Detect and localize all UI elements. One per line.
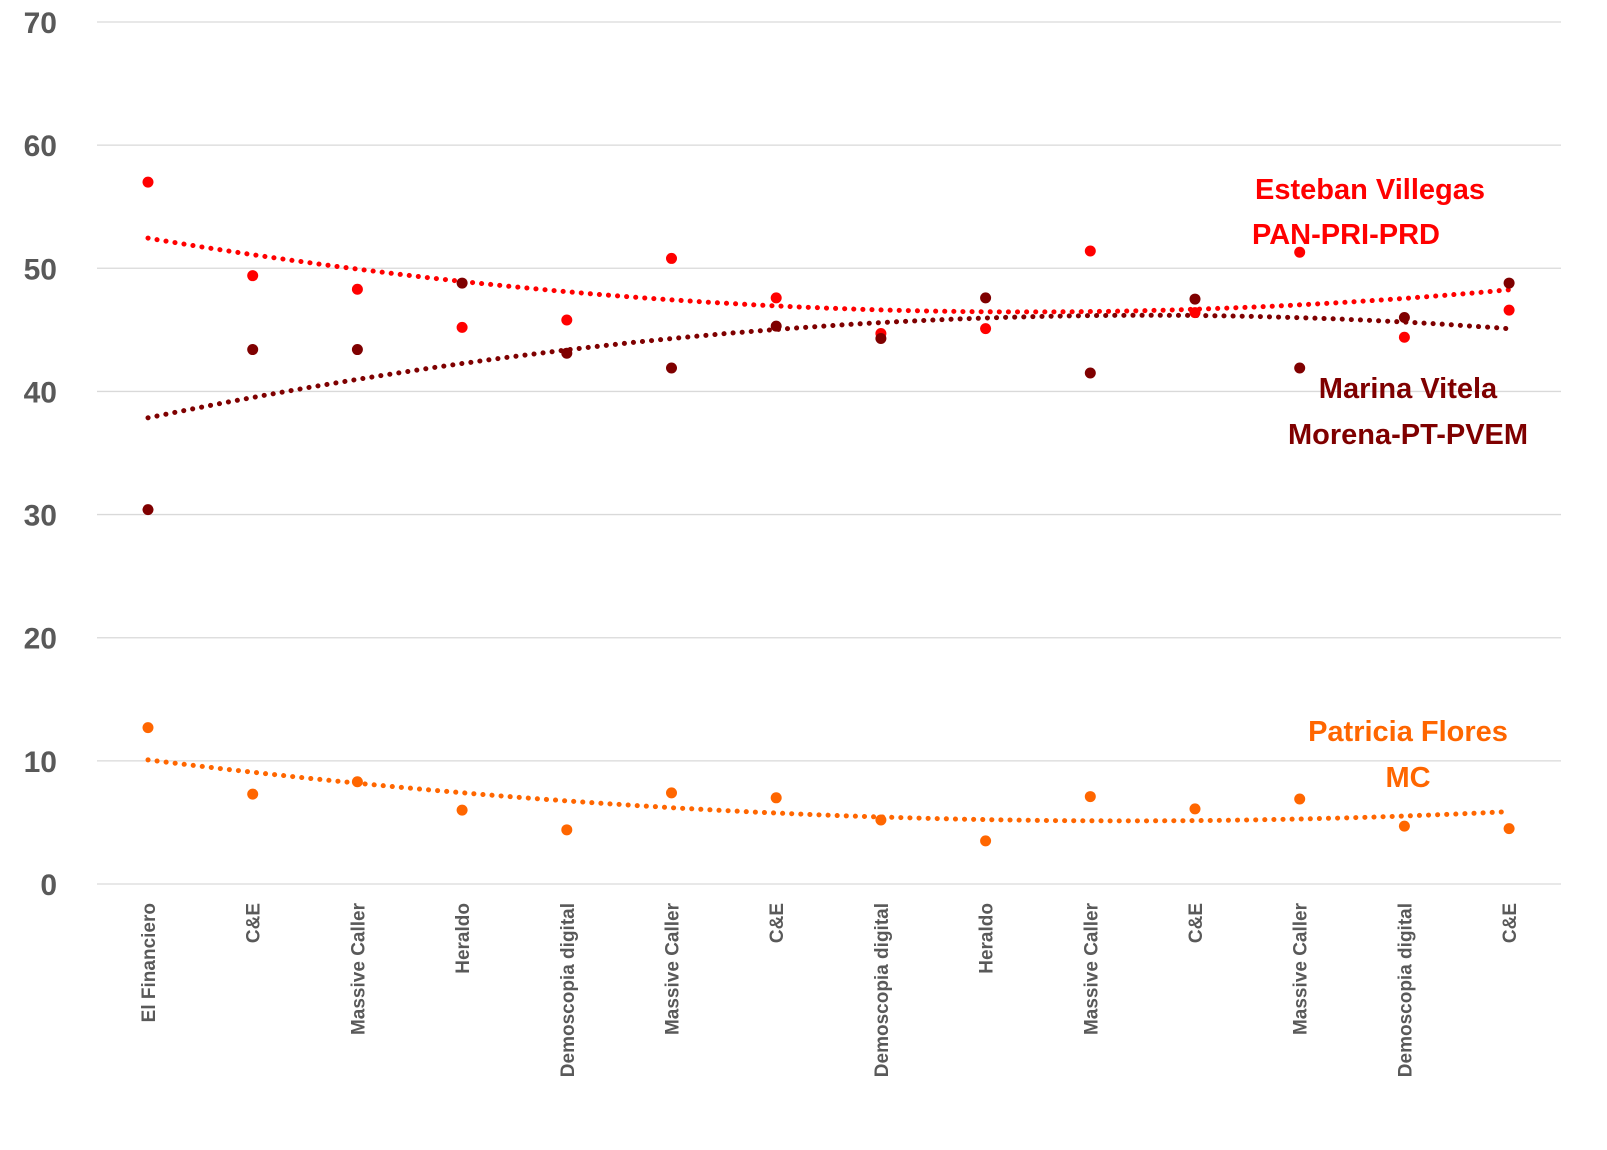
data-point — [456, 277, 468, 289]
data-point — [1189, 293, 1201, 305]
data-point — [1294, 362, 1306, 374]
x-tick-label: Demoscopia digital — [558, 903, 579, 1077]
x-tick-label: C&E — [1186, 903, 1207, 943]
data-point — [561, 824, 573, 836]
data-point — [980, 835, 992, 847]
data-point — [1189, 307, 1201, 319]
data-point — [1503, 277, 1515, 289]
x-tick-label: Demoscopia digital — [1395, 903, 1416, 1077]
data-points — [142, 176, 1515, 847]
trendline-series-2 — [145, 757, 1512, 824]
x-tick-label: Heraldo — [453, 903, 474, 974]
x-tick-label: Massive Caller — [348, 902, 369, 1035]
data-point — [666, 362, 677, 374]
data-point — [1398, 312, 1410, 324]
x-axis-ticks: El Financiero C&E Massive Caller Heraldo Dem… — [139, 902, 1521, 1077]
data-point — [1084, 245, 1096, 257]
data-point — [247, 788, 259, 800]
trendlines — [145, 235, 1512, 824]
data-point — [770, 792, 782, 804]
data-point — [561, 314, 573, 326]
series-label-esteban-villegas-line1: Esteban Villegas — [1255, 174, 1485, 206]
data-point — [875, 814, 887, 826]
x-tick-label: C&E — [1500, 903, 1521, 943]
x-tick-label: Massive Caller — [1291, 902, 1312, 1035]
data-point — [1294, 246, 1306, 258]
x-tick-label: El Financiero — [139, 903, 160, 1022]
data-point — [247, 344, 259, 356]
x-tick-label: Heraldo — [977, 903, 998, 974]
data-point — [1398, 820, 1410, 832]
y-tick-label-70: 70 — [24, 7, 57, 40]
x-tick-label: Massive Caller — [1081, 902, 1102, 1035]
series-label-patricia-flores-line1: Patricia Flores — [1308, 716, 1508, 748]
y-tick-label-50: 50 — [24, 253, 57, 286]
series-label-marina-vitela-line2: Morena-PT-PVEM — [1288, 419, 1528, 451]
y-tick-label-40: 40 — [24, 376, 57, 409]
data-point — [770, 320, 782, 332]
data-point — [1084, 791, 1096, 803]
data-point — [142, 722, 154, 734]
trendline-series-0 — [145, 235, 1512, 315]
data-point — [1294, 793, 1306, 805]
data-point — [875, 332, 887, 344]
data-point — [770, 292, 782, 304]
data-point — [351, 344, 363, 356]
data-point — [142, 176, 154, 188]
y-axis-ticks: 0 10 20 30 40 50 60 70 — [24, 7, 57, 902]
x-tick-label: C&E — [767, 903, 788, 943]
series-label-esteban-villegas-line2: PAN-PRI-PRD — [1252, 219, 1440, 251]
data-point — [1398, 331, 1410, 343]
data-point — [1503, 823, 1515, 835]
data-point — [980, 323, 992, 335]
data-point — [456, 321, 468, 333]
data-point — [980, 292, 992, 304]
grid-lines — [97, 21, 1561, 885]
y-tick-label-20: 20 — [24, 623, 57, 656]
data-point — [666, 787, 677, 799]
y-tick-label-0: 0 — [40, 869, 57, 902]
x-tick-label: C&E — [244, 903, 265, 943]
data-point — [247, 270, 259, 282]
y-tick-label-10: 10 — [24, 746, 57, 779]
data-point — [666, 252, 677, 264]
data-point — [351, 776, 363, 788]
data-point — [1084, 367, 1096, 379]
data-point — [351, 283, 363, 295]
data-point — [561, 347, 573, 359]
x-tick-label: Demoscopia digital — [872, 903, 893, 1077]
x-tick-label: Massive Caller — [663, 902, 684, 1035]
data-point — [142, 504, 154, 516]
series-label-marina-vitela-line1: Marina Vitela — [1319, 373, 1498, 405]
series-label-patricia-flores-line2: MC — [1385, 762, 1430, 794]
series-labels: Esteban Villegas PAN-PRI-PRD Marina Vite… — [1252, 174, 1528, 794]
data-point — [1503, 304, 1515, 316]
data-point — [456, 804, 468, 816]
y-tick-label-60: 60 — [24, 130, 57, 163]
data-point — [1189, 803, 1201, 815]
y-tick-label-30: 30 — [24, 500, 57, 533]
